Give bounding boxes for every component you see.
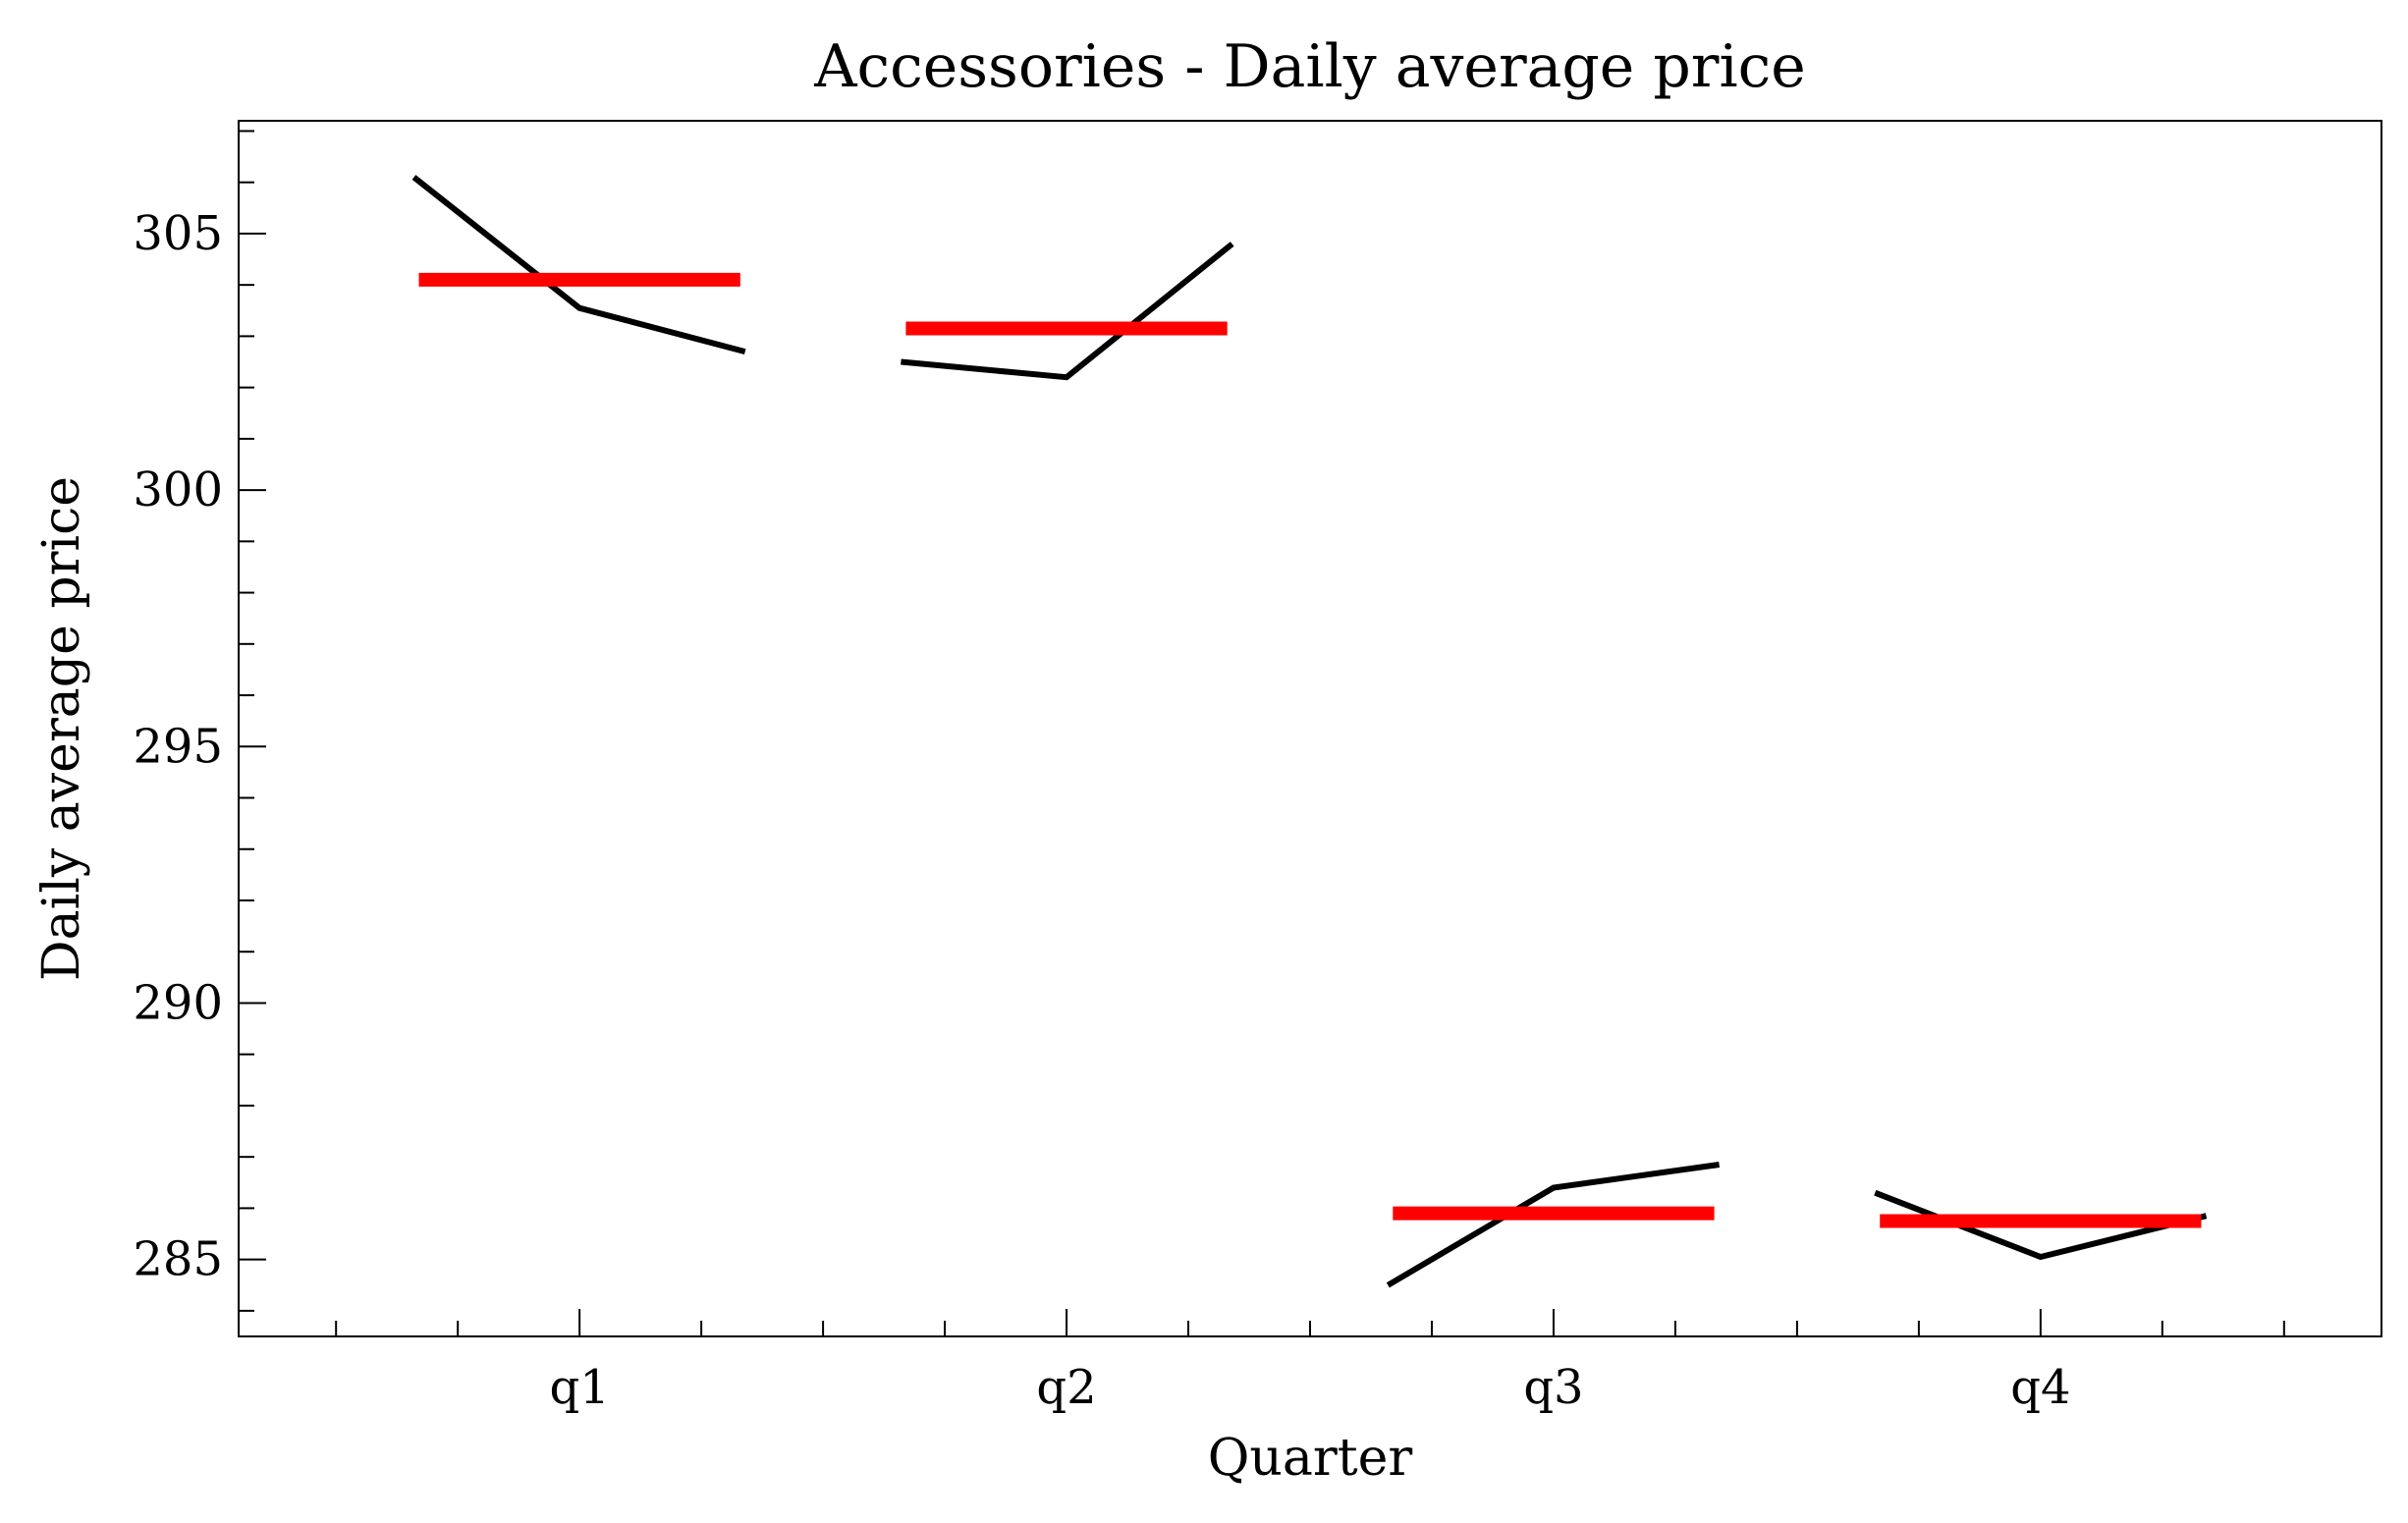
y-tick-label-295: 295 xyxy=(133,719,223,774)
chart-title: Accessories - Daily average price xyxy=(813,32,1806,101)
x-tick-label-q3: q3 xyxy=(1523,1360,1583,1415)
plot-frame xyxy=(238,120,2382,1337)
plot-layer xyxy=(411,175,2208,1288)
y-tick-label-285: 285 xyxy=(133,1232,223,1287)
x-axis-label: Quarter xyxy=(1208,1429,1413,1488)
y-axis-label: Daily average price xyxy=(32,476,91,981)
y-tick-label-305: 305 xyxy=(133,206,223,261)
series-line-q1 xyxy=(411,175,746,355)
series-line-q2 xyxy=(901,242,1234,381)
y-tick-label-300: 300 xyxy=(133,462,223,517)
y-tick-label-290: 290 xyxy=(133,975,223,1030)
tick-layer: q1 q2 q3 q4 285 290 295 300 305 xyxy=(133,130,2285,1415)
x-tick-label-q2: q2 xyxy=(1036,1360,1096,1415)
series-line-q3 xyxy=(1386,1162,1721,1288)
x-tick-label-q4: q4 xyxy=(2010,1360,2070,1415)
series-line-q4 xyxy=(1874,1189,2208,1261)
x-tick-label-q1: q1 xyxy=(550,1360,610,1415)
